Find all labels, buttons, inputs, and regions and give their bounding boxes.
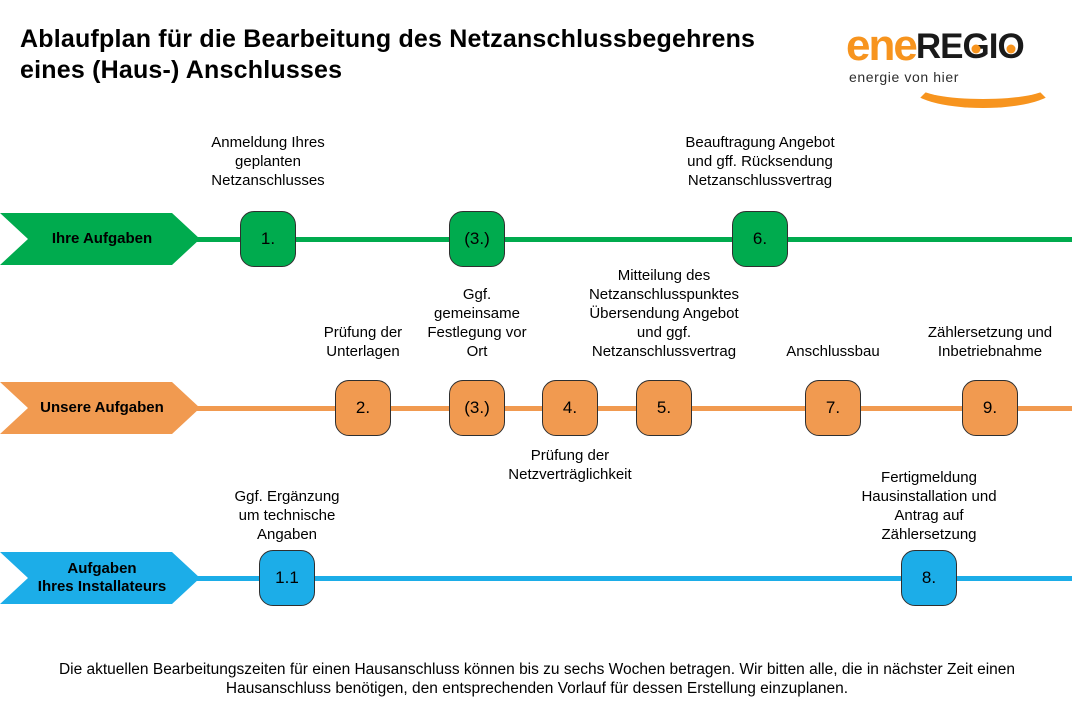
step-label-above-6: Beauftragung Angebot und gff. Rücksendun… [685, 134, 835, 189]
step-node-9-unsere-aufgaben: 9. [962, 380, 1018, 436]
step-node-3-unsere-aufgaben: (3.) [449, 380, 505, 436]
lane-line-ihre-aufgaben [196, 237, 1072, 242]
logo-letter: I [988, 27, 999, 66]
step-label-above-7: Anschlussbau [786, 343, 880, 360]
step-label-above-1-1: Ggf. Ergänzung um technische Angaben [234, 488, 340, 543]
logo-letter: E [940, 27, 963, 66]
logo-letter: R [915, 27, 941, 66]
step-label-below-4: Prüfung der Netzverträglichkeit [508, 447, 632, 483]
step-node-3-ihre-aufgaben: (3.) [449, 211, 505, 267]
logo-wordmark: eneREGIO [846, 24, 1058, 68]
page-title: Ablaufplan für die Bearbeitung des Netza… [20, 25, 756, 84]
step-node-7-unsere-aufgaben: 7. [805, 380, 861, 436]
eneregio-logo: eneREGIO energie von hier [846, 24, 1058, 108]
step-node-8-aufgaben-ihres-installateurs: 8. [901, 550, 957, 606]
lane-banner-unsere-aufgaben: Unsere Aufgaben [0, 382, 200, 434]
logo-brand-ene: ene [846, 21, 918, 70]
step-node-1-1-aufgaben-ihres-installateurs: 1.1 [259, 550, 315, 606]
logo-brand-regio: REGIO [915, 27, 1025, 66]
step-node-2-unsere-aufgaben: 2. [335, 380, 391, 436]
logo-smile-arc-icon [910, 66, 1056, 108]
step-label-above-2: Prüfung der Unterlagen [323, 324, 403, 360]
lane-banner-ihre-aufgaben: Ihre Aufgaben [0, 213, 200, 265]
logo-letter: G [962, 27, 989, 66]
lane-line-aufgaben-ihres-installateurs [196, 576, 1072, 581]
step-node-6-ihre-aufgaben: 6. [732, 211, 788, 267]
step-label-above-9: Zählersetzung und Inbetriebnahme [927, 324, 1053, 360]
step-label-above-8: Fertigmeldung Hausinstallation und Antra… [861, 469, 997, 543]
step-node-1-ihre-aufgaben: 1. [240, 211, 296, 267]
footer-note: Die aktuellen Bearbeitungszeiten für ein… [58, 661, 1016, 698]
step-label-above-5: Mitteilung des Netzanschlusspunktes Über… [588, 267, 740, 360]
step-node-4-unsere-aufgaben: 4. [542, 380, 598, 436]
step-label-above-1: Anmeldung Ihres geplanten Netzanschlusse… [211, 134, 325, 189]
lane-line-unsere-aufgaben [196, 406, 1072, 411]
logo-letter: O [997, 27, 1024, 66]
lane-banner-aufgaben-ihres-installateurs: Aufgaben Ihres Installateurs [0, 552, 200, 604]
step-label-above-3: Ggf. gemeinsame Festlegung vor Ort [427, 286, 527, 360]
step-node-5-unsere-aufgaben: 5. [636, 380, 692, 436]
